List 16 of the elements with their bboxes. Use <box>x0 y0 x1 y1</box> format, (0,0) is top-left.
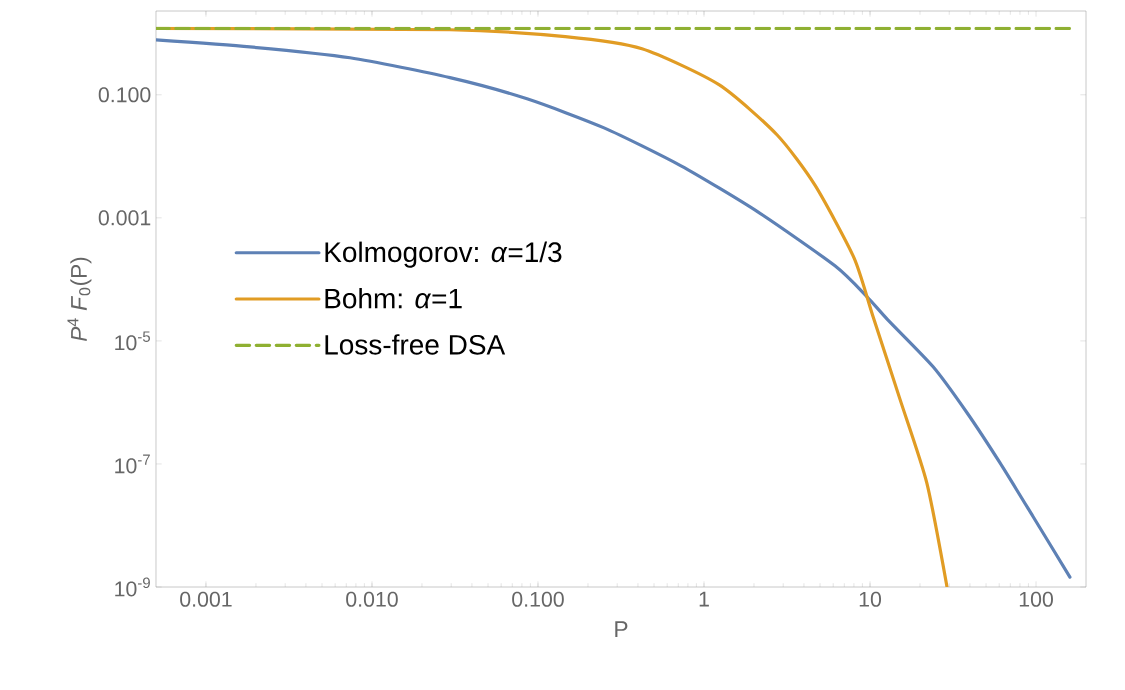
y-tick-label: 0.100 <box>98 87 151 103</box>
x-tick-label: 10 <box>859 591 882 607</box>
x-axis-title: P <box>615 621 628 637</box>
legend-label: Kolmogorov: α=1/3 <box>325 241 562 268</box>
y-tick-label: 10$^{-5}$ <box>115 331 150 351</box>
legend-label: Bohm: α=1 <box>325 287 462 309</box>
y-axis-title: P$^{4}$ F$_{0}$(P) <box>67 257 92 342</box>
legend-label: Loss-free DSA <box>325 334 506 355</box>
x-tick-label: 0.010 <box>346 591 398 607</box>
x-tick-label: 100 <box>1019 591 1053 607</box>
y-tick-label: 10$^{-9}$ <box>115 577 150 597</box>
x-tick-label: 0.001 <box>180 591 232 607</box>
x-tick-label: 1 <box>699 591 709 607</box>
y-tick-label: 10$^{-7}$ <box>115 454 150 474</box>
y-tick-label: 0.001 <box>98 210 151 226</box>
x-tick-label: 0.100 <box>512 591 564 607</box>
